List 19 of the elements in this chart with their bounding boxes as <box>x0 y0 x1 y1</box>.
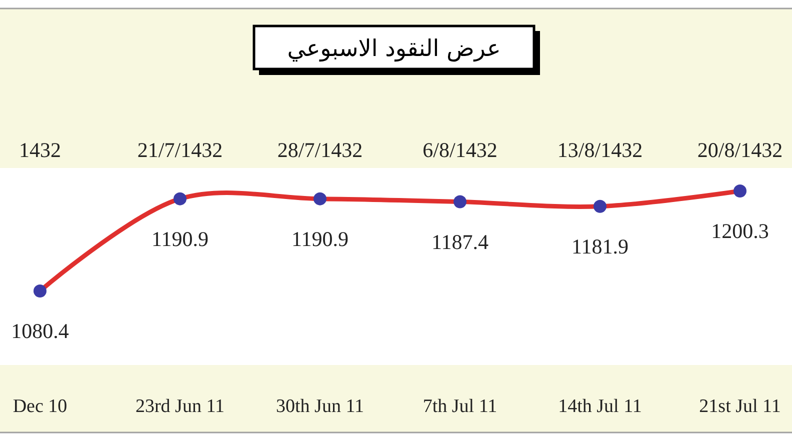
data-label: 1190.9 <box>152 226 208 251</box>
data-label: 1200.3 <box>711 219 769 243</box>
text: 13/8/1432 <box>557 138 643 162</box>
data-label: 1187.4 <box>432 230 489 254</box>
x-tick-label: 23rd Jun 11 <box>135 396 225 417</box>
text: 20/8/1432 <box>697 138 783 162</box>
chart-title: عرض النقود الاسبوعي <box>287 36 501 62</box>
x-tick-label: Dec 10 <box>12 396 68 417</box>
data-label: 1181.9 <box>572 234 628 258</box>
text: 21/7/1432 <box>137 138 223 162</box>
x-tick-label: 30th Jun 11 <box>276 396 364 417</box>
text: 1432 <box>19 138 61 162</box>
x-tick-label: 14th Jul 11 <box>558 396 642 417</box>
x-tick-label: 7th Jul 11 <box>422 396 498 417</box>
text: 6/8/1432 <box>422 138 498 162</box>
data-label: 1190.9 <box>292 226 348 251</box>
data-label: 1080.4 <box>11 319 70 343</box>
x-tick-label: 21st Jul 11 <box>699 396 781 417</box>
text: 28/7/1432 <box>277 138 363 162</box>
